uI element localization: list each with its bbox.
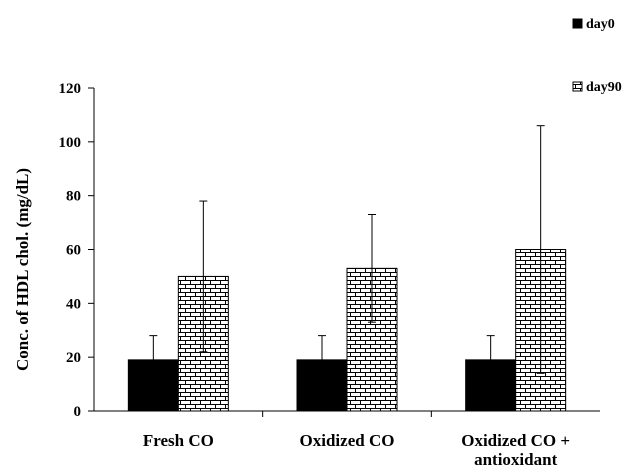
axes: 0 20 40 60 80 100 120 Conc. of HDL chol. (mg/dL… xyxy=(13,81,600,469)
bar-day0-2 xyxy=(465,359,517,412)
y-tick-label: 0 xyxy=(74,404,82,420)
legend-label-day0: day0 xyxy=(586,17,615,32)
legend-swatch-day0 xyxy=(572,18,583,29)
legend-label-day90: day90 xyxy=(586,80,622,95)
y-tick-label: 120 xyxy=(59,81,82,97)
x-category-label-line: Oxidized CO xyxy=(300,431,395,450)
x-category-label-line: Oxidized CO + xyxy=(461,431,570,450)
x-category-label-line: antioxidant xyxy=(474,450,557,469)
y-tick-label: 60 xyxy=(66,243,81,259)
x-category-label: Fresh CO xyxy=(143,431,214,450)
y-tick-label: 80 xyxy=(66,189,81,205)
x-category-label: Oxidized CO + antioxidant xyxy=(461,431,570,469)
x-category-label-line: Fresh CO xyxy=(143,431,214,450)
legend-swatch-day90 xyxy=(572,81,583,92)
y-tick-label: 100 xyxy=(59,135,82,151)
y-tick-label: 20 xyxy=(66,350,81,366)
y-axis-title: Conc. of HDL chol. (mg/dL) xyxy=(13,168,32,371)
bars xyxy=(127,249,567,412)
y-tick-label: 40 xyxy=(66,296,81,312)
bar-day0-0 xyxy=(127,359,179,412)
bar-day0-1 xyxy=(296,359,348,412)
legend: day0 day90 xyxy=(572,17,622,95)
x-category-label: Oxidized CO xyxy=(300,431,395,450)
error-bars xyxy=(149,125,545,374)
